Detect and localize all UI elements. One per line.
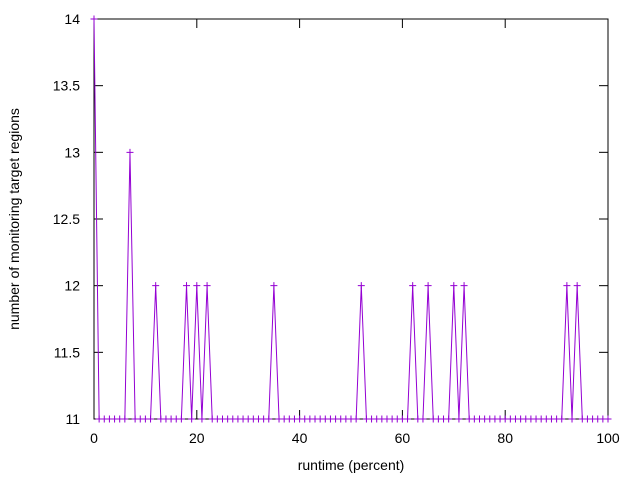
x-tick-label: 0: [90, 430, 98, 446]
y-tick-label: 13.5: [53, 78, 80, 94]
data-point-marker: [409, 282, 417, 290]
plot-frame: [93, 18, 609, 420]
x-tick-label: 60: [395, 430, 411, 446]
data-point-marker: [460, 282, 468, 290]
data-point-marker: [193, 282, 201, 290]
data-point-marker: [419, 415, 427, 423]
data-point-marker: [147, 415, 155, 423]
axis-ticks: [93, 18, 609, 420]
data-point-marker: [203, 282, 211, 290]
data-point-marker: [455, 415, 463, 423]
data-point-marker: [177, 415, 185, 423]
data-point-marker: [183, 282, 191, 290]
y-tick-label: 12.5: [53, 211, 80, 227]
data-point-marker: [352, 415, 360, 423]
data-point-marker: [573, 282, 581, 290]
y-axis-label: number of monitoring target regions: [6, 108, 22, 330]
x-tick-label: 100: [596, 430, 620, 446]
y-tick-label: 14: [64, 11, 80, 27]
data-point-marker: [188, 415, 196, 423]
tick-labels: 0 20 40 60 80 100 11 11.5 12 12.5 13 13.5 14: [53, 11, 620, 446]
data-point-marker: [563, 282, 571, 290]
data-point-marker: [568, 415, 576, 423]
data-point-marker: [90, 15, 98, 23]
data-point-marker: [152, 282, 160, 290]
data-point-marker: [265, 415, 273, 423]
y-tick-label: 12: [64, 278, 80, 294]
data-point-marker: [558, 415, 566, 423]
data-point-marker: [270, 282, 278, 290]
x-tick-label: 40: [292, 430, 308, 446]
series-markers: [90, 15, 612, 423]
data-point-marker: [450, 282, 458, 290]
data-point-marker: [404, 415, 412, 423]
data-point-marker: [604, 415, 612, 423]
x-tick-label: 80: [497, 430, 513, 446]
data-point-marker: [445, 415, 453, 423]
data-point-marker: [424, 282, 432, 290]
x-axis-label: runtime (percent): [298, 457, 405, 473]
y-tick-label: 11: [65, 411, 80, 427]
y-tick-label: 13: [64, 144, 80, 160]
series-line: [93, 18, 608, 420]
y-tick-label: 11.5: [54, 344, 80, 360]
x-tick-label: 20: [189, 430, 205, 446]
data-point-marker: [121, 415, 129, 423]
data-point-marker: [198, 415, 206, 423]
data-point-marker: [357, 282, 365, 290]
data-point-marker: [126, 148, 134, 156]
